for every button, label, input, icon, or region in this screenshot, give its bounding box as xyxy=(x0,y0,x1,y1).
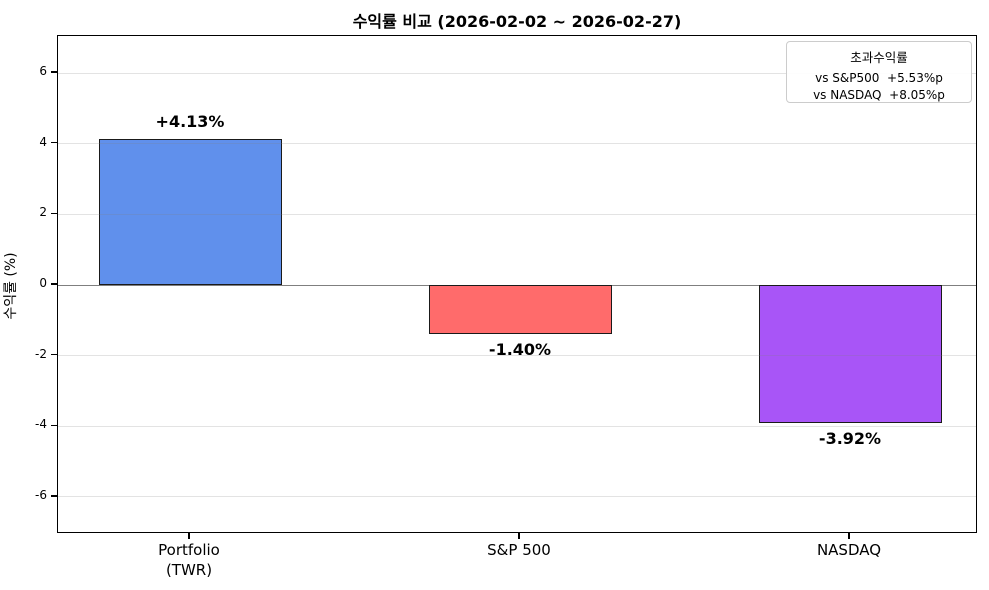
bar-nasdaq xyxy=(758,285,942,424)
bar-portfolio-twr xyxy=(98,139,282,285)
y-tick-mark-0 xyxy=(51,283,57,285)
x-tick-label-sp500: S&P 500 xyxy=(487,541,551,559)
y-tick-label-0: 0 xyxy=(39,276,47,290)
x-tick-mark-sp500 xyxy=(518,533,520,539)
y-tick-label--6: -6 xyxy=(35,487,47,502)
x-tick-mark-portfolio-twr xyxy=(188,533,190,539)
y-tick-mark--4 xyxy=(51,424,57,426)
legend-box: 초과수익률 vs S&P500 +5.53%p vs NASDAQ +8.05%… xyxy=(786,41,972,103)
plot-area: +4.13% -1.40% -3.92% xyxy=(57,35,977,533)
y-tick-label--2: -2 xyxy=(35,346,47,361)
gridline-y--4 xyxy=(58,425,976,427)
x-tick-label-nasdaq: NASDAQ xyxy=(816,541,882,559)
chart-title: 수익률 비교 (2026-02-02 ~ 2026-02-27) xyxy=(352,12,682,31)
y-tick-mark--6 xyxy=(51,495,57,497)
legend-entry-sp500: vs S&P500 +5.53%p xyxy=(815,71,943,85)
y-tick-label-6: 6 xyxy=(39,64,47,79)
bar-value-label-nasdaq: -3.92% xyxy=(818,429,882,449)
legend-title: 초과수익률 xyxy=(850,50,908,65)
bar-value-label-portfolio-twr: +4.13% xyxy=(155,112,225,132)
x-tick-label-portfolio-twr: Portfolio (TWR) xyxy=(158,541,220,580)
bar-value-label-sp500: -1.40% xyxy=(488,340,552,360)
legend-entry-nasdaq: vs NASDAQ +8.05%p xyxy=(813,88,945,103)
y-tick-mark-4 xyxy=(51,142,57,144)
y-tick-label--4: -4 xyxy=(35,417,47,432)
gridline-y--6 xyxy=(58,496,976,498)
x-tick-mark-nasdaq xyxy=(848,533,850,539)
y-tick-mark-6 xyxy=(51,71,57,73)
y-tick-mark--2 xyxy=(51,353,57,356)
y-tick-label-2: 2 xyxy=(39,205,47,220)
y-tick-label-4: 4 xyxy=(39,134,47,149)
y-tick-mark-2 xyxy=(51,212,57,215)
bar-sp500 xyxy=(428,285,612,335)
